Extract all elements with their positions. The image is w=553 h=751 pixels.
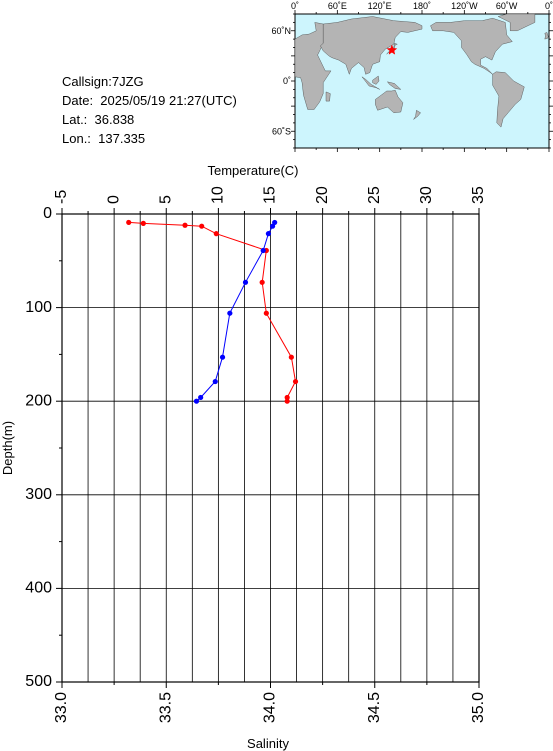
data-point bbox=[260, 247, 266, 254]
top-tick-label: 35 bbox=[470, 186, 487, 204]
top-tick-label: 20 bbox=[314, 186, 331, 204]
bottom-tick-label: 33.5 bbox=[157, 692, 174, 723]
data-point bbox=[140, 220, 146, 226]
borneo-land bbox=[372, 75, 380, 85]
data-point bbox=[213, 231, 219, 237]
y-tick-label: 400 bbox=[25, 580, 52, 597]
y-tick-label: 200 bbox=[25, 392, 52, 409]
data-point bbox=[292, 378, 299, 385]
uk-land bbox=[544, 32, 549, 40]
y-tick-label: 100 bbox=[25, 299, 52, 316]
data-point bbox=[193, 398, 200, 404]
data-point bbox=[284, 394, 290, 401]
chart-grid bbox=[61, 213, 480, 683]
y-tick-label: 0 bbox=[43, 205, 52, 222]
map-lat-label: 60˚S bbox=[272, 126, 291, 136]
data-point bbox=[182, 222, 188, 228]
data-point bbox=[198, 394, 204, 401]
data-point bbox=[212, 378, 218, 385]
top-tick-label: 5 bbox=[157, 195, 174, 204]
north-america-land bbox=[430, 17, 513, 75]
y-tick-label: 500 bbox=[25, 673, 52, 690]
map-lon-label: 180˚ bbox=[413, 1, 431, 11]
data-point bbox=[242, 279, 249, 285]
latitude-text: Lat.: 36.838 bbox=[62, 112, 135, 127]
new-zealand-land bbox=[413, 109, 421, 120]
station-info: Callsign:7JZG Date: 2025/05/19 21:27(UTC… bbox=[62, 72, 237, 148]
top-tick-label: 10 bbox=[210, 186, 227, 204]
data-point bbox=[219, 354, 226, 360]
y-tick-label: 300 bbox=[25, 486, 52, 503]
top-tick-label: 30 bbox=[418, 186, 435, 204]
indonesia-land bbox=[361, 76, 380, 90]
top-tick-label: 15 bbox=[262, 186, 279, 204]
bottom-tick-label: 33.0 bbox=[53, 692, 70, 723]
data-point bbox=[263, 310, 269, 316]
callsign-text: Callsign:7JZG bbox=[62, 74, 144, 89]
series-line bbox=[196, 222, 276, 402]
data-point bbox=[269, 223, 276, 229]
top-tick-label: 25 bbox=[366, 186, 383, 204]
salinity-series bbox=[126, 219, 299, 404]
map-lat-label: 0˚ bbox=[283, 76, 291, 86]
map-lon-label: 120˚E bbox=[368, 1, 392, 11]
station-marker-icon bbox=[386, 44, 398, 55]
data-point bbox=[284, 398, 290, 404]
data-point bbox=[126, 219, 132, 226]
top-tick-label: 0 bbox=[105, 195, 122, 204]
madagascar-land bbox=[325, 91, 331, 102]
top-axis-title: Temperature(C) bbox=[207, 163, 298, 178]
bottom-tick-label: 34.0 bbox=[262, 692, 279, 723]
australia-land bbox=[375, 89, 404, 114]
bottom-tick-label: 35.0 bbox=[470, 692, 487, 723]
longitude-text: Lon.: 137.335 bbox=[62, 131, 146, 146]
map-frame-ticks bbox=[291, 10, 553, 152]
map-lon-label: 0˚ bbox=[291, 1, 299, 11]
bottom-tick-label: 34.5 bbox=[366, 692, 383, 723]
map-lon-label: 120˚W bbox=[451, 1, 478, 11]
world-map: 0˚ 60˚E 120˚E 180˚ 120˚W 60˚W 0˚ 60˚N 0˚ 60˚S bbox=[271, 1, 553, 152]
series-line bbox=[128, 221, 297, 402]
bottom-axis-title: Salinity bbox=[247, 736, 289, 751]
data-point bbox=[199, 223, 205, 229]
asia-land bbox=[320, 16, 423, 75]
map-lon-label: 60˚E bbox=[328, 1, 347, 11]
data-point bbox=[288, 354, 294, 360]
map-lon-label: 60˚W bbox=[496, 1, 518, 11]
top-tick-label: -5 bbox=[53, 190, 70, 204]
south-america-land bbox=[492, 71, 525, 128]
map-lon-label: 0˚ bbox=[545, 1, 553, 11]
map-land bbox=[294, 13, 549, 128]
data-point bbox=[227, 310, 233, 316]
map-lat-label: 60˚N bbox=[271, 26, 291, 36]
data-point bbox=[265, 231, 272, 237]
new-guinea-land bbox=[386, 81, 402, 90]
data-point bbox=[259, 279, 265, 285]
y-axis-title: Depth(m) bbox=[0, 421, 15, 475]
greenland-land bbox=[497, 13, 536, 31]
temperature-series bbox=[193, 219, 278, 404]
date-text: Date: 2025/05/19 21:27(UTC) bbox=[62, 93, 237, 108]
